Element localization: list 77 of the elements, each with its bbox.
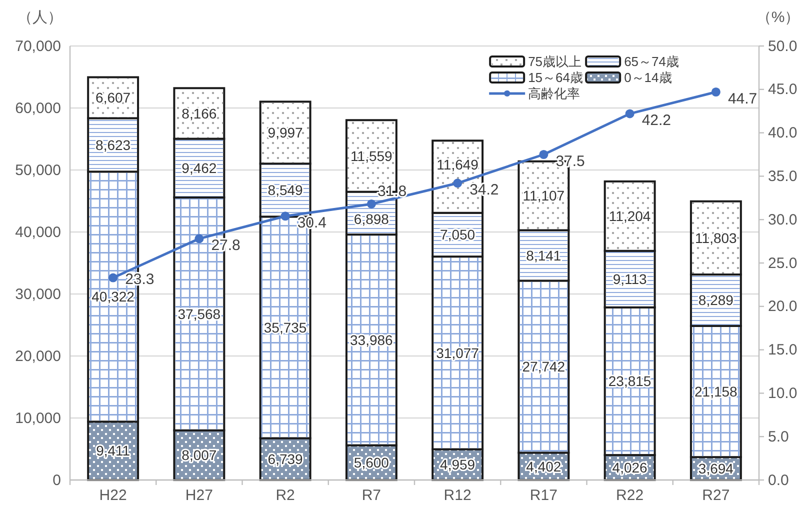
y-tick-label: 40,000: [15, 224, 61, 241]
y-axis-title: （人）: [18, 9, 62, 26]
data-label: 27,742: [522, 358, 566, 375]
point: [539, 150, 548, 160]
legend-label: 高齢化率: [528, 86, 580, 101]
data-label: 8,549: [268, 182, 304, 198]
point: [366, 199, 376, 208]
data-label: 9,997: [268, 124, 304, 141]
data-label: 11,107: [522, 188, 565, 204]
data-label: 8,007: [182, 447, 217, 464]
x-tick-label: R27: [702, 487, 730, 504]
data-label: 31,077: [436, 344, 480, 361]
data-label: 11,559: [350, 148, 393, 164]
data-label: 4,026: [612, 459, 648, 476]
data-label: 11,803: [695, 230, 738, 246]
legend-label: 0～14歳: [624, 70, 672, 85]
legend-label: 75歳以上: [528, 54, 582, 69]
data-label: 9,462: [182, 160, 217, 176]
point: [453, 178, 462, 188]
data-label: 44.7: [728, 90, 758, 108]
data-label: 37.5: [556, 152, 585, 170]
y2-tick-label: 15.0: [768, 342, 798, 359]
y2-tick-label: 50.0: [768, 38, 798, 55]
data-label: 8,289: [698, 292, 734, 308]
point: [625, 109, 634, 118]
data-label: 35,735: [264, 319, 307, 336]
data-label: 6,607: [96, 90, 131, 106]
legend-label: 65～74歳: [624, 54, 679, 69]
y2-tick-label: 40.0: [768, 124, 798, 142]
x-tick-label: H22: [99, 487, 127, 504]
data-label: 8,166: [182, 105, 217, 122]
point: [280, 212, 290, 221]
data-label: 37,568: [178, 306, 221, 322]
y2-tick-label: 35.0: [768, 168, 798, 185]
y-tick-label: 20,000: [15, 348, 61, 365]
y-tick-label: 10,000: [15, 410, 61, 427]
x-tick-label: R17: [530, 487, 558, 504]
point: [108, 273, 118, 282]
y-tick-label: 50,000: [15, 162, 61, 179]
data-label: 9,411: [96, 442, 130, 459]
data-label: 8,141: [526, 247, 562, 264]
data-label: 5,600: [354, 454, 390, 471]
x-tick-label: R7: [362, 487, 382, 504]
legend-label: 15～64歳: [528, 70, 583, 85]
data-label: 3,694: [698, 460, 734, 476]
x-tick-label: R2: [276, 487, 295, 504]
data-label: 6,739: [268, 451, 304, 468]
x-tick-label: H27: [185, 487, 213, 504]
data-label: 4,402: [526, 458, 562, 474]
data-label: 23,815: [608, 373, 652, 390]
y2-tick-label: 20.0: [768, 298, 798, 316]
data-label: 4,959: [440, 456, 476, 473]
data-label: 21,158: [694, 383, 738, 400]
data-label: 33,986: [350, 332, 394, 348]
data-label: 11,649: [436, 156, 479, 173]
point: [711, 88, 720, 97]
data-label: 42.2: [642, 112, 672, 129]
y-tick-label: 70,000: [15, 38, 61, 55]
y2-axis-title: （%）: [756, 9, 800, 26]
y2-tick-label: 0.0: [768, 472, 789, 489]
point: [194, 234, 204, 244]
data-label: 11,204: [608, 208, 651, 224]
data-label: 40,322: [92, 288, 135, 305]
y2-tick-label: 30.0: [768, 211, 798, 228]
data-label: 7,050: [440, 226, 476, 243]
y2-tick-label: 10.0: [768, 385, 798, 402]
y-tick-label: 60,000: [15, 100, 61, 117]
data-label: 8,623: [96, 136, 131, 153]
data-label: 9,113: [612, 271, 648, 288]
y2-tick-label: 45.0: [768, 81, 798, 98]
y2-tick-label: 5.0: [768, 428, 789, 446]
y-tick-label: 0: [52, 472, 61, 489]
x-tick-label: R12: [444, 487, 472, 504]
x-tick-label: R22: [616, 487, 644, 504]
y2-tick-label: 25.0: [768, 254, 798, 272]
y-tick-label: 30,000: [15, 286, 61, 303]
data-label: 6,898: [354, 211, 390, 228]
